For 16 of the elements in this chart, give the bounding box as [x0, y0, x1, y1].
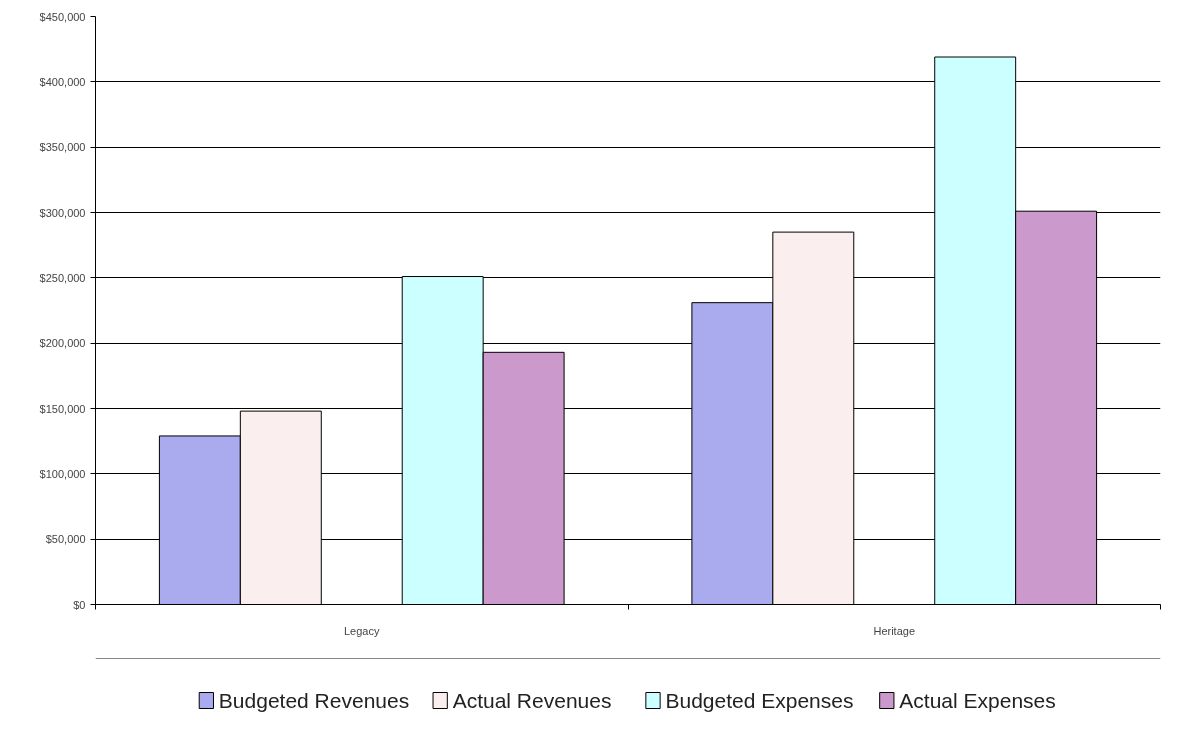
y-tick-label: $300,000: [39, 206, 86, 219]
legend-label: Budgeted Revenues: [218, 689, 410, 712]
y-tick-label: $400,000: [39, 75, 86, 88]
y-tick-label: $450,000: [39, 10, 86, 23]
y-tick-label: $150,000: [39, 402, 86, 415]
y-tick-label: $0: [73, 598, 86, 611]
legend-label: Actual Revenues: [452, 689, 612, 712]
x-tick-label: Legacy: [344, 624, 380, 637]
x-tick-label: Heritage: [873, 624, 916, 637]
y-tick-label: $350,000: [39, 141, 86, 154]
legend-label: Actual Expenses: [899, 689, 1056, 712]
y-tick-label: $50,000: [45, 533, 86, 546]
y-tick-label: $250,000: [39, 271, 86, 284]
y-tick-label: $200,000: [39, 337, 86, 350]
legend-label: Budgeted Expenses: [665, 689, 854, 712]
y-tick-label: $100,000: [39, 467, 86, 480]
